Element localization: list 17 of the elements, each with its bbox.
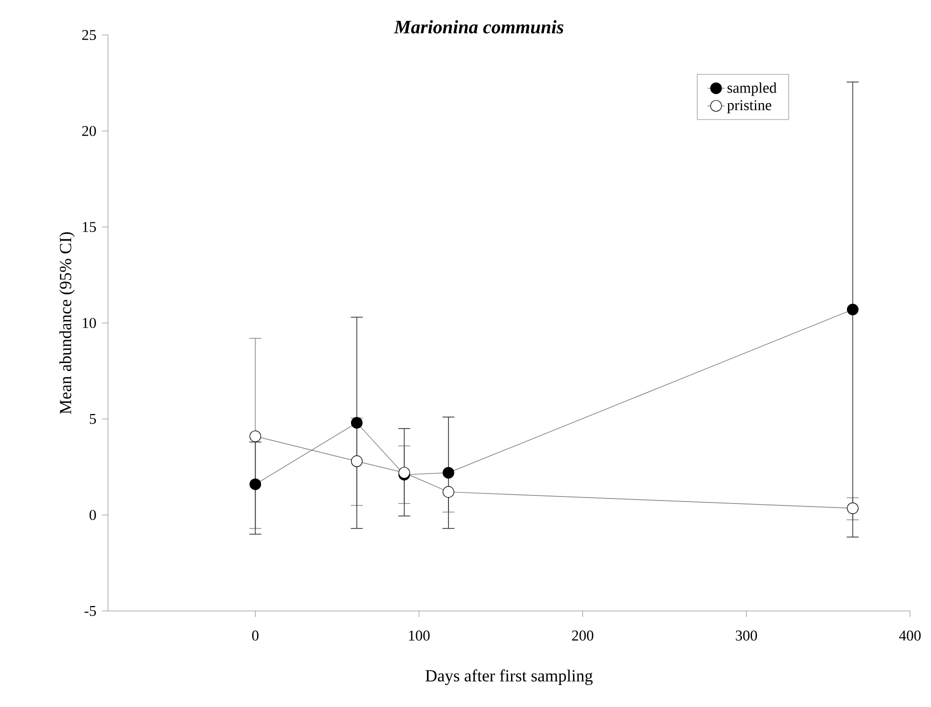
chart-title: Marionina communis [394, 20, 564, 34]
x-tick-label: 0 [252, 630, 258, 641]
y-tick-label: 0 [90, 510, 96, 520]
y-tick-label: -5 [84, 606, 96, 616]
y-axis-title: Mean abundance (95% CI) [59, 232, 75, 414]
y-tick-label: 10 [82, 318, 96, 328]
legend-label: sampled [728, 82, 777, 96]
x-tick-label: 100 [409, 630, 430, 641]
x-tick-label: 300 [736, 630, 757, 641]
y-tick-label: 5 [90, 414, 96, 424]
x-tick-label: 200 [572, 630, 594, 641]
y-tick-label: 20 [82, 126, 96, 136]
x-axis-title: Days after first sampling [426, 669, 593, 686]
y-tick-label: 25 [82, 30, 96, 40]
legend-label: pristine [727, 100, 772, 114]
x-tick-label: 400 [899, 630, 921, 641]
y-tick-label: 15 [82, 222, 96, 232]
